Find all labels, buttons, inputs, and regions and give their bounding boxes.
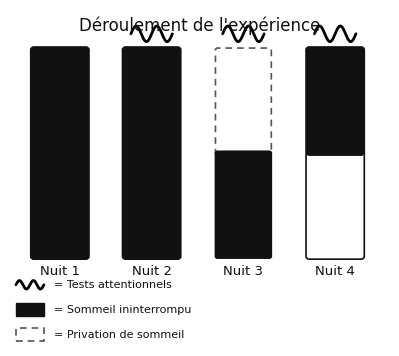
Text: Nuit 2: Nuit 2	[132, 265, 172, 278]
Text: = Sommeil ininterrompu: = Sommeil ininterrompu	[54, 305, 191, 315]
FancyBboxPatch shape	[122, 47, 181, 259]
Text: = Tests attentionnels: = Tests attentionnels	[54, 280, 172, 290]
Bar	[309, 50, 361, 153]
Text: Nuit 3: Nuit 3	[223, 265, 263, 278]
FancyBboxPatch shape	[215, 151, 271, 258]
Bar	[16, 328, 44, 341]
Bar	[16, 303, 44, 316]
Text: = Privation de sommeil: = Privation de sommeil	[54, 330, 184, 340]
Text: Déroulement de l'expérience: Déroulement de l'expérience	[79, 16, 320, 35]
FancyBboxPatch shape	[31, 47, 89, 259]
Text: Nuit 1: Nuit 1	[40, 265, 80, 278]
Text: Nuit 4: Nuit 4	[315, 265, 355, 278]
FancyBboxPatch shape	[215, 48, 271, 155]
FancyBboxPatch shape	[306, 47, 364, 259]
FancyBboxPatch shape	[306, 47, 364, 156]
